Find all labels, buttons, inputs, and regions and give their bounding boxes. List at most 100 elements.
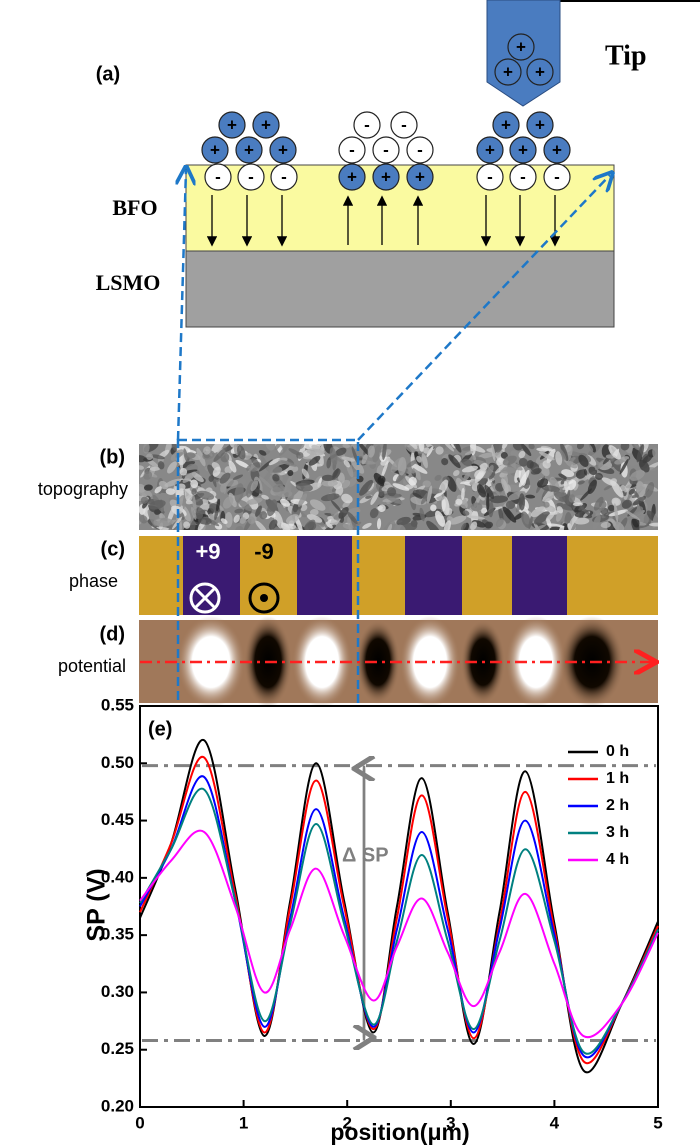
texture xyxy=(292,503,299,513)
texture xyxy=(235,459,251,469)
texture xyxy=(148,499,166,510)
texture xyxy=(565,460,578,469)
texture xyxy=(382,444,387,461)
texture xyxy=(274,444,283,451)
texture xyxy=(233,514,240,523)
texture xyxy=(453,470,460,477)
texture xyxy=(335,486,344,497)
texture xyxy=(297,493,308,507)
texture xyxy=(341,456,356,462)
texture xyxy=(479,494,485,501)
texture xyxy=(643,514,649,525)
positive-charge xyxy=(492,111,520,139)
charge-sign: + xyxy=(485,140,495,159)
panel-label: (e) xyxy=(148,718,172,740)
texture xyxy=(451,444,462,453)
texture xyxy=(375,483,380,491)
positive-charge xyxy=(201,136,229,164)
negative-charge xyxy=(543,163,571,191)
texture xyxy=(386,523,393,530)
annotation: Δ SP xyxy=(342,844,389,866)
texture xyxy=(505,444,514,450)
texture xyxy=(576,444,585,450)
negative-charge xyxy=(237,163,265,191)
zoom-arrow xyxy=(357,175,610,441)
texture xyxy=(484,484,495,500)
texture xyxy=(636,444,645,463)
texture xyxy=(476,484,486,498)
positive-charge xyxy=(218,111,246,139)
into-page-symbol xyxy=(189,582,221,614)
texture xyxy=(633,490,640,500)
texture xyxy=(362,522,372,529)
x-tick-label: 5 xyxy=(653,1113,662,1132)
charge-sign: + xyxy=(227,115,237,134)
texture xyxy=(365,495,372,499)
texture xyxy=(628,488,636,495)
texture xyxy=(396,516,411,526)
texture xyxy=(567,479,577,491)
texture xyxy=(300,504,308,512)
texture xyxy=(556,492,567,498)
texture xyxy=(486,493,490,512)
texture xyxy=(211,444,225,454)
legend-label: 1 h xyxy=(606,770,629,787)
texture xyxy=(307,521,317,530)
texture xyxy=(546,523,565,528)
texture xyxy=(167,461,177,474)
zoom-arrow xyxy=(178,170,186,441)
texture xyxy=(139,483,146,493)
texture xyxy=(266,465,283,474)
texture xyxy=(537,478,549,488)
positive-charge xyxy=(526,111,554,139)
texture xyxy=(556,506,564,514)
texture xyxy=(577,480,585,485)
texture xyxy=(219,472,231,484)
texture xyxy=(462,510,470,516)
texture xyxy=(496,457,505,466)
texture xyxy=(443,520,451,530)
texture xyxy=(434,474,442,481)
texture xyxy=(408,444,418,450)
layer-label: LSMO xyxy=(96,270,161,295)
texture xyxy=(380,456,391,466)
texture xyxy=(182,471,197,483)
texture xyxy=(325,521,333,529)
texture xyxy=(546,448,556,464)
texture xyxy=(142,444,150,454)
texture xyxy=(237,445,246,460)
texture xyxy=(280,460,297,467)
texture xyxy=(329,447,338,466)
texture xyxy=(611,497,621,506)
texture xyxy=(461,487,465,501)
negative-charge xyxy=(372,136,400,164)
texture xyxy=(259,476,274,490)
texture xyxy=(220,518,228,524)
texture xyxy=(406,459,417,468)
legend-label: 2 h xyxy=(606,797,629,814)
texture xyxy=(238,499,252,512)
texture xyxy=(213,447,227,462)
y-tick-label: 0.25 xyxy=(101,1039,134,1058)
texture xyxy=(273,510,284,529)
texture xyxy=(501,478,509,494)
positive-charge xyxy=(543,136,571,164)
texture xyxy=(309,499,326,511)
charge-sign: - xyxy=(487,167,493,186)
texture xyxy=(202,498,209,506)
legend-label: 4 h xyxy=(606,851,629,868)
charge-sign: + xyxy=(381,167,391,186)
texture xyxy=(255,520,267,530)
texture xyxy=(326,458,332,469)
texture xyxy=(625,510,641,521)
y-tick-label: 0.20 xyxy=(101,1096,134,1115)
texture xyxy=(309,509,319,516)
texture xyxy=(143,484,153,491)
negative-charge xyxy=(204,163,232,191)
positive-charge xyxy=(235,136,263,164)
texture xyxy=(494,450,503,458)
texture xyxy=(306,514,323,523)
texture xyxy=(196,447,206,467)
y-tick-label: 0.30 xyxy=(101,982,134,1001)
texture xyxy=(587,479,597,495)
